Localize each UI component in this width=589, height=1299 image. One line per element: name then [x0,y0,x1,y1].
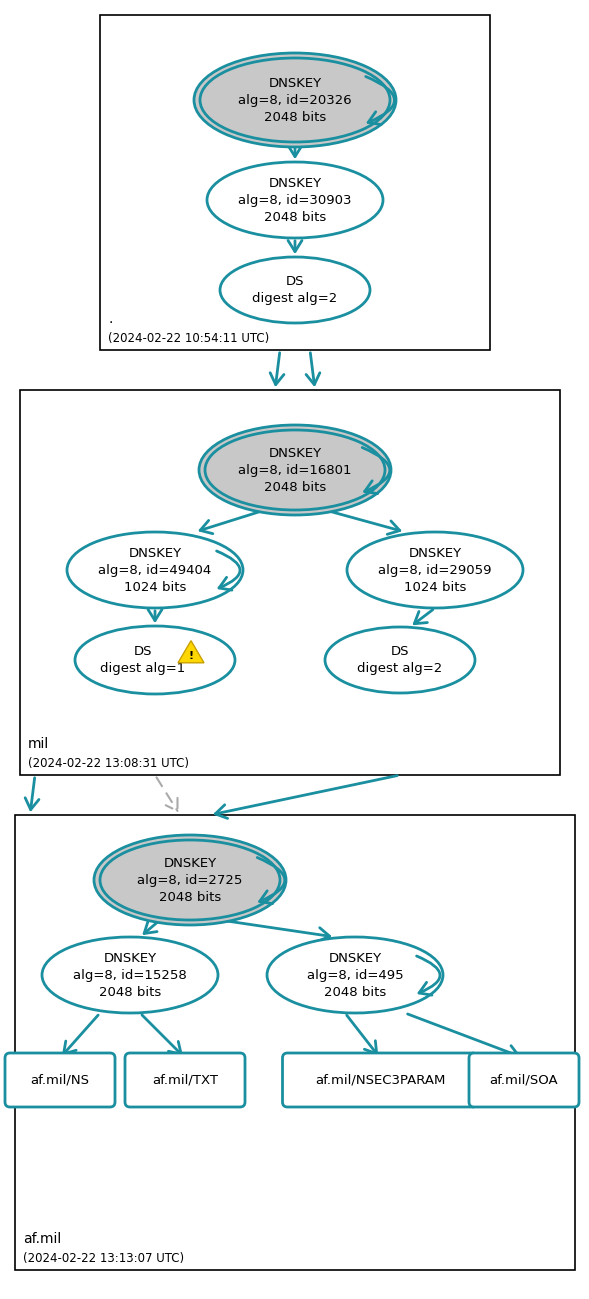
Ellipse shape [194,53,396,147]
FancyArrowPatch shape [270,353,284,385]
Text: af.mil: af.mil [23,1231,61,1246]
Ellipse shape [200,58,390,142]
Text: DNSKEY
alg=8, id=16801
2048 bits: DNSKEY alg=8, id=16801 2048 bits [238,447,352,494]
Ellipse shape [207,162,383,238]
FancyArrowPatch shape [257,857,285,904]
FancyArrowPatch shape [217,551,240,590]
Text: DNSKEY
alg=8, id=29059
1024 bits: DNSKEY alg=8, id=29059 1024 bits [378,547,492,594]
FancyArrowPatch shape [327,511,400,534]
Text: DNSKEY
alg=8, id=2725
2048 bits: DNSKEY alg=8, id=2725 2048 bits [137,856,243,904]
Text: DNSKEY
alg=8, id=495
2048 bits: DNSKEY alg=8, id=495 2048 bits [307,951,403,999]
Text: mil: mil [28,737,49,751]
FancyArrowPatch shape [306,353,320,385]
Text: DNSKEY
alg=8, id=49404
1024 bits: DNSKEY alg=8, id=49404 1024 bits [98,547,211,594]
Ellipse shape [100,840,280,920]
Ellipse shape [67,533,243,608]
Text: af.mil/TXT: af.mil/TXT [152,1073,218,1086]
Text: af.mil/NSEC3PARAM: af.mil/NSEC3PARAM [315,1073,445,1086]
Text: DS
digest alg=2: DS digest alg=2 [358,646,442,675]
FancyBboxPatch shape [125,1053,245,1107]
Text: (2024-02-22 10:54:11 UTC): (2024-02-22 10:54:11 UTC) [108,333,269,346]
Bar [15,814,575,1270]
Text: DNSKEY
alg=8, id=30903
2048 bits: DNSKEY alg=8, id=30903 2048 bits [238,177,352,223]
FancyArrowPatch shape [157,777,177,811]
FancyArrowPatch shape [288,144,302,157]
Text: .: . [108,312,112,326]
FancyArrowPatch shape [216,776,398,818]
Text: af.mil/SOA: af.mil/SOA [489,1073,558,1086]
Ellipse shape [347,533,523,608]
Ellipse shape [94,835,286,925]
FancyArrowPatch shape [148,609,162,621]
FancyArrowPatch shape [223,921,330,942]
FancyBboxPatch shape [469,1053,579,1107]
Text: (2024-02-22 13:08:31 UTC): (2024-02-22 13:08:31 UTC) [28,757,189,770]
Text: (2024-02-22 13:13:07 UTC): (2024-02-22 13:13:07 UTC) [23,1252,184,1265]
Bar [100,16,490,349]
Ellipse shape [42,937,218,1013]
Bar [20,390,560,776]
Ellipse shape [267,937,443,1013]
FancyArrowPatch shape [288,240,302,252]
FancyArrowPatch shape [366,77,395,125]
FancyArrowPatch shape [142,1015,181,1055]
FancyArrowPatch shape [25,778,39,809]
FancyArrowPatch shape [416,956,440,995]
Ellipse shape [325,627,475,692]
Text: DS
digest alg=1: DS digest alg=1 [100,646,186,675]
Text: DNSKEY
alg=8, id=15258
2048 bits: DNSKEY alg=8, id=15258 2048 bits [73,951,187,999]
Text: DS
digest alg=2: DS digest alg=2 [252,275,337,305]
Ellipse shape [205,430,385,511]
Ellipse shape [220,257,370,323]
Text: DNSKEY
alg=8, id=20326
2048 bits: DNSKEY alg=8, id=20326 2048 bits [238,77,352,123]
Text: !: ! [188,651,194,661]
FancyArrowPatch shape [362,447,390,494]
FancyArrowPatch shape [200,511,262,534]
Ellipse shape [75,626,235,694]
FancyArrowPatch shape [347,1016,377,1053]
FancyArrowPatch shape [64,1015,98,1053]
FancyBboxPatch shape [5,1053,115,1107]
Polygon shape [178,640,204,662]
FancyBboxPatch shape [283,1053,478,1107]
Ellipse shape [199,425,391,514]
Text: af.mil/NS: af.mil/NS [31,1073,90,1086]
FancyArrowPatch shape [414,609,433,624]
FancyArrowPatch shape [144,921,158,934]
FancyArrowPatch shape [408,1015,519,1059]
